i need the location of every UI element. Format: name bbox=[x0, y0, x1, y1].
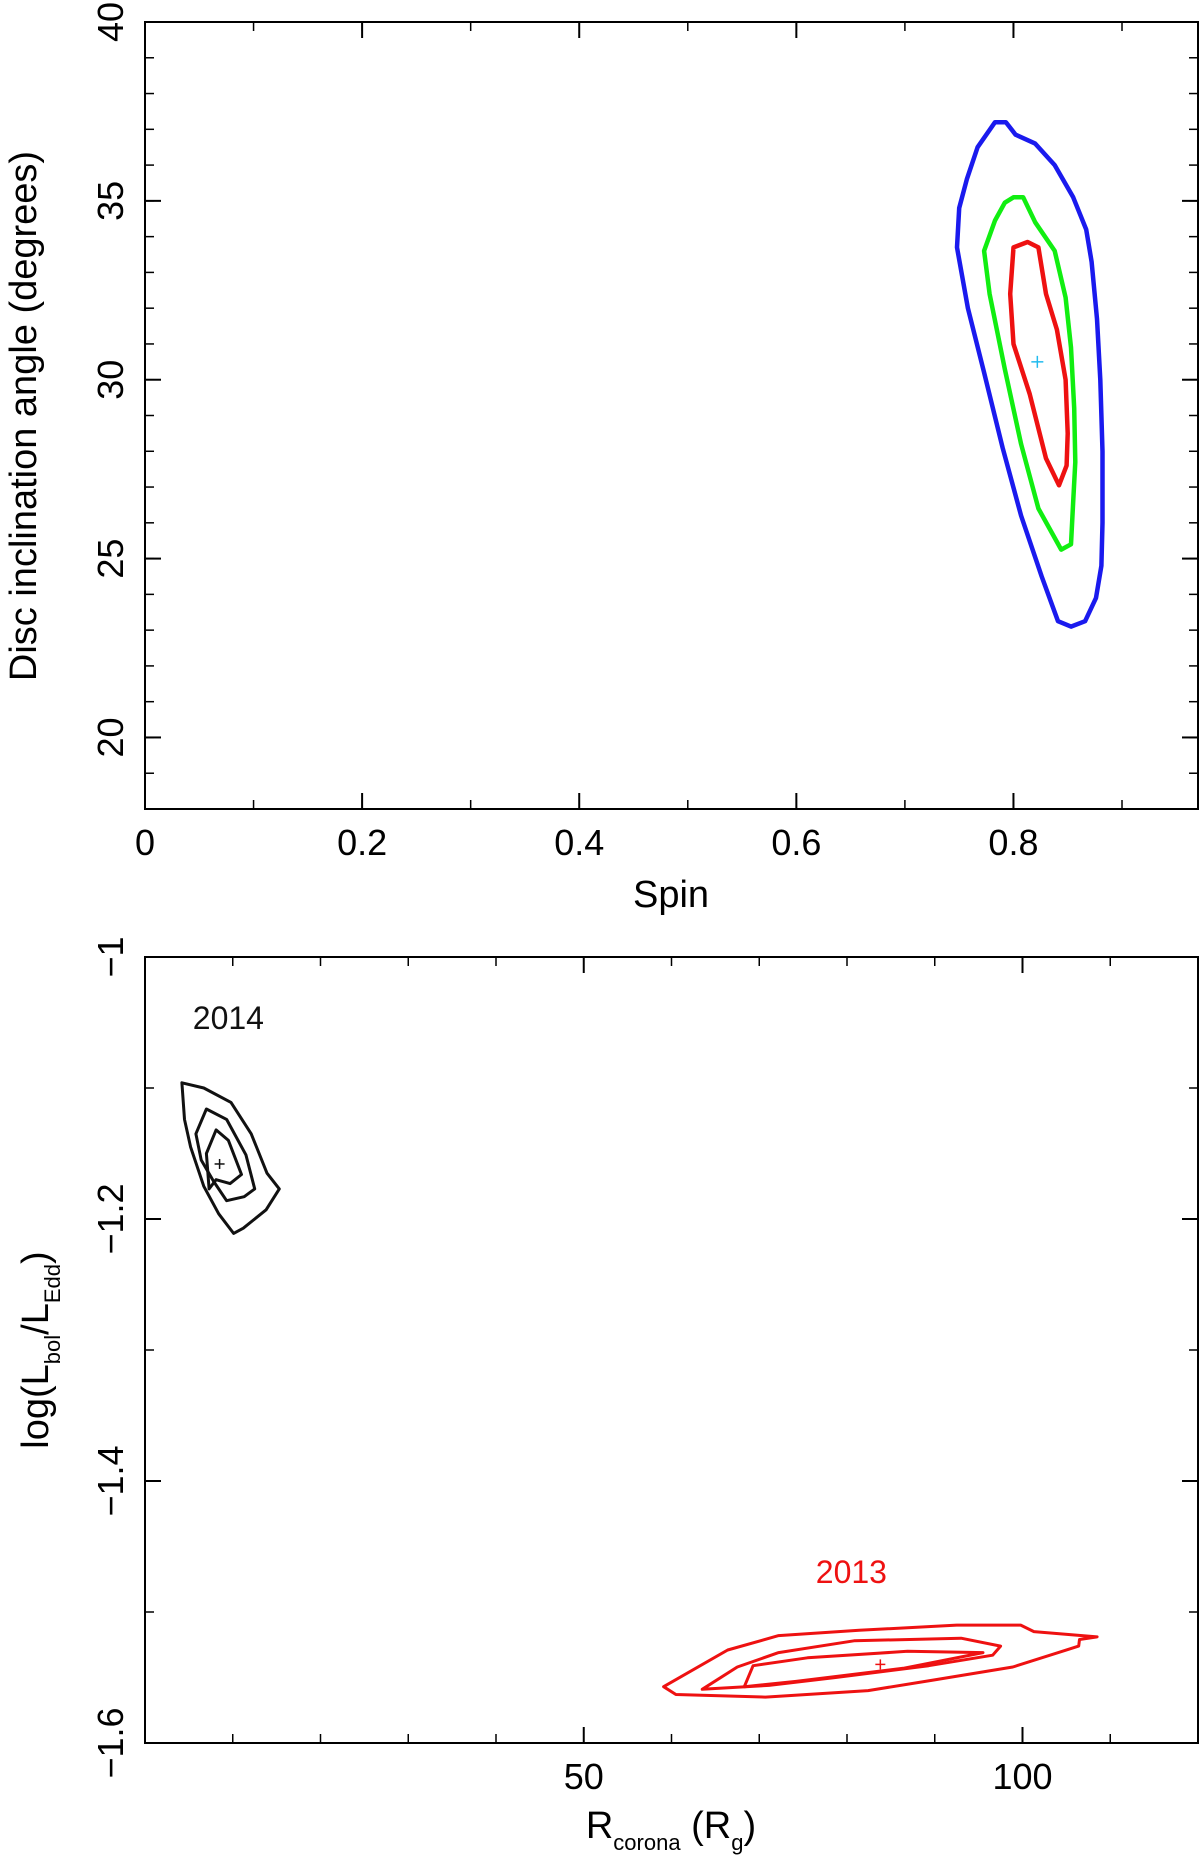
y-tick-label: −1 bbox=[90, 936, 131, 977]
tick-labels: 50 100 −1.6 −1.4 −1.2 −1 bbox=[90, 936, 1053, 1797]
contour-2014-1 bbox=[180, 1081, 281, 1235]
y-tick-label: −1.2 bbox=[90, 1183, 131, 1254]
confidence-contours bbox=[954, 119, 1105, 629]
y-tick-label: −1.4 bbox=[90, 1445, 131, 1516]
best-fit-marker bbox=[1031, 355, 1044, 368]
x-tick-label: 50 bbox=[564, 1756, 604, 1797]
axis-ticks bbox=[145, 22, 1198, 809]
y-tick-label: 30 bbox=[90, 360, 131, 400]
confidence-contours bbox=[180, 1081, 1099, 1699]
corona-luminosity-panel: 50 100 −1.6 −1.4 −1.2 −1 2014 2013 Rcorona (Rg… bbox=[15, 936, 1199, 1855]
y-tick-label: 25 bbox=[90, 539, 131, 579]
x-tick-label: 0.4 bbox=[554, 822, 604, 863]
x-axis-title: Rcorona (Rg) bbox=[586, 1805, 756, 1855]
contour-2014-3 bbox=[204, 1128, 243, 1191]
y-tick-label: 40 bbox=[90, 2, 131, 42]
x-tick-label: 0.6 bbox=[771, 822, 821, 863]
y-tick-label: 35 bbox=[90, 181, 131, 221]
tick-labels: 0 0.2 0.4 0.6 0.8 20 25 30 35 40 bbox=[90, 2, 1038, 863]
y-tick-label: 20 bbox=[90, 717, 131, 757]
contour-2014-2 bbox=[194, 1107, 257, 1203]
epoch-label-2014: 2014 bbox=[193, 1000, 264, 1036]
x-tick-label: 0.2 bbox=[337, 822, 387, 863]
epoch-labels: 2014 2013 bbox=[193, 1000, 887, 1590]
x-tick-label: 0.8 bbox=[988, 822, 1038, 863]
y-tick-label: −1.6 bbox=[90, 1707, 131, 1778]
x-tick-label: 0 bbox=[135, 822, 155, 863]
contour-outer bbox=[954, 119, 1105, 629]
axis-ticks bbox=[145, 957, 1198, 1743]
epoch-label-2013: 2013 bbox=[816, 1554, 887, 1590]
contour-2013-3 bbox=[742, 1649, 985, 1689]
y-axis-title: log(Lbol/LEdd) bbox=[15, 1251, 65, 1448]
x-axis-title: Spin bbox=[633, 874, 709, 916]
x-tick-label: 100 bbox=[992, 1756, 1052, 1797]
contour-2013-1 bbox=[662, 1623, 1099, 1699]
plot-frame bbox=[144, 956, 1199, 1744]
contour-inner bbox=[1007, 239, 1070, 488]
spin-inclination-panel: 0 0.2 0.4 0.6 0.8 20 25 30 35 40 Spin Disc inclin… bbox=[3, 2, 1199, 916]
contour-middle bbox=[981, 195, 1078, 552]
y-axis-title: Disc inclination angle (degrees) bbox=[3, 151, 45, 681]
plot-frame bbox=[144, 21, 1199, 810]
